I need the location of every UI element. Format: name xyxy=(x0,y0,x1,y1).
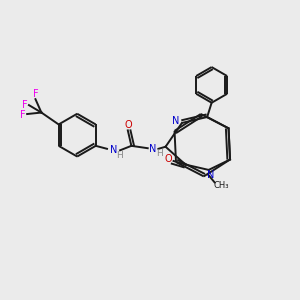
Text: N: N xyxy=(172,116,179,126)
Text: H: H xyxy=(116,151,123,160)
Text: F: F xyxy=(22,100,27,110)
Text: O: O xyxy=(124,120,132,130)
Text: N: N xyxy=(110,145,117,155)
Text: N: N xyxy=(149,144,157,154)
Text: F: F xyxy=(33,89,39,99)
Text: CH₃: CH₃ xyxy=(213,181,229,190)
Text: N: N xyxy=(207,170,215,180)
Text: F: F xyxy=(20,110,26,120)
Text: O: O xyxy=(164,154,172,164)
Text: H: H xyxy=(156,149,162,158)
